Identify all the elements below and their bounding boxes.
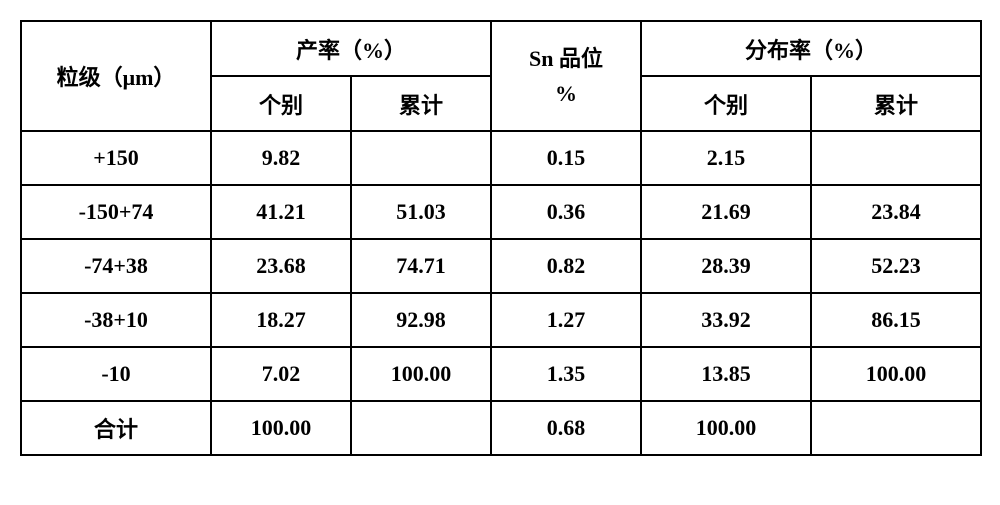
cell-yield-cum [351, 131, 491, 185]
grade-header-line2: % [492, 76, 640, 111]
cell-dist-cum [811, 401, 981, 455]
col-header-yield-ind: 个别 [211, 76, 351, 131]
cell-grade: 1.27 [491, 293, 641, 347]
cell-dist-cum: 86.15 [811, 293, 981, 347]
cell-dist-cum: 52.23 [811, 239, 981, 293]
header-row-1: 粒级（μm） 产率（%） Sn 品位 % 分布率（%） [21, 21, 981, 76]
col-header-yield: 产率（%） [211, 21, 491, 76]
table-row: -38+10 18.27 92.98 1.27 33.92 86.15 [21, 293, 981, 347]
cell-yield-cum: 100.00 [351, 347, 491, 401]
cell-size: -150+74 [21, 185, 211, 239]
cell-yield-ind: 7.02 [211, 347, 351, 401]
cell-size: -38+10 [21, 293, 211, 347]
cell-dist-ind: 21.69 [641, 185, 811, 239]
col-header-dist: 分布率（%） [641, 21, 981, 76]
cell-size: 合计 [21, 401, 211, 455]
cell-size: +150 [21, 131, 211, 185]
cell-dist-ind: 100.00 [641, 401, 811, 455]
cell-yield-ind: 23.68 [211, 239, 351, 293]
table-row-total: 合计 100.00 0.68 100.00 [21, 401, 981, 455]
cell-dist-cum: 23.84 [811, 185, 981, 239]
cell-dist-cum [811, 131, 981, 185]
data-table: 粒级（μm） 产率（%） Sn 品位 % 分布率（%） 个别 累计 个别 累计 … [20, 20, 982, 456]
col-header-dist-cum: 累计 [811, 76, 981, 131]
cell-yield-cum: 92.98 [351, 293, 491, 347]
cell-yield-cum: 74.71 [351, 239, 491, 293]
table-body: +150 9.82 0.15 2.15 -150+74 41.21 51.03 … [21, 131, 981, 455]
cell-yield-ind: 18.27 [211, 293, 351, 347]
cell-size: -10 [21, 347, 211, 401]
cell-dist-cum: 100.00 [811, 347, 981, 401]
cell-yield-cum: 51.03 [351, 185, 491, 239]
cell-yield-ind: 9.82 [211, 131, 351, 185]
cell-yield-ind: 41.21 [211, 185, 351, 239]
cell-grade: 1.35 [491, 347, 641, 401]
cell-dist-ind: 13.85 [641, 347, 811, 401]
cell-dist-ind: 2.15 [641, 131, 811, 185]
col-header-yield-cum: 累计 [351, 76, 491, 131]
table-row: -74+38 23.68 74.71 0.82 28.39 52.23 [21, 239, 981, 293]
table-row: -150+74 41.21 51.03 0.36 21.69 23.84 [21, 185, 981, 239]
grade-header-line1: Sn 品位 [492, 41, 640, 76]
cell-dist-ind: 33.92 [641, 293, 811, 347]
cell-dist-ind: 28.39 [641, 239, 811, 293]
cell-grade: 0.15 [491, 131, 641, 185]
cell-yield-ind: 100.00 [211, 401, 351, 455]
col-header-grade: Sn 品位 % [491, 21, 641, 131]
cell-grade: 0.82 [491, 239, 641, 293]
table-row: +150 9.82 0.15 2.15 [21, 131, 981, 185]
cell-grade: 0.68 [491, 401, 641, 455]
col-header-dist-ind: 个别 [641, 76, 811, 131]
cell-size: -74+38 [21, 239, 211, 293]
cell-grade: 0.36 [491, 185, 641, 239]
table-row: -10 7.02 100.00 1.35 13.85 100.00 [21, 347, 981, 401]
col-header-size: 粒级（μm） [21, 21, 211, 131]
cell-yield-cum [351, 401, 491, 455]
